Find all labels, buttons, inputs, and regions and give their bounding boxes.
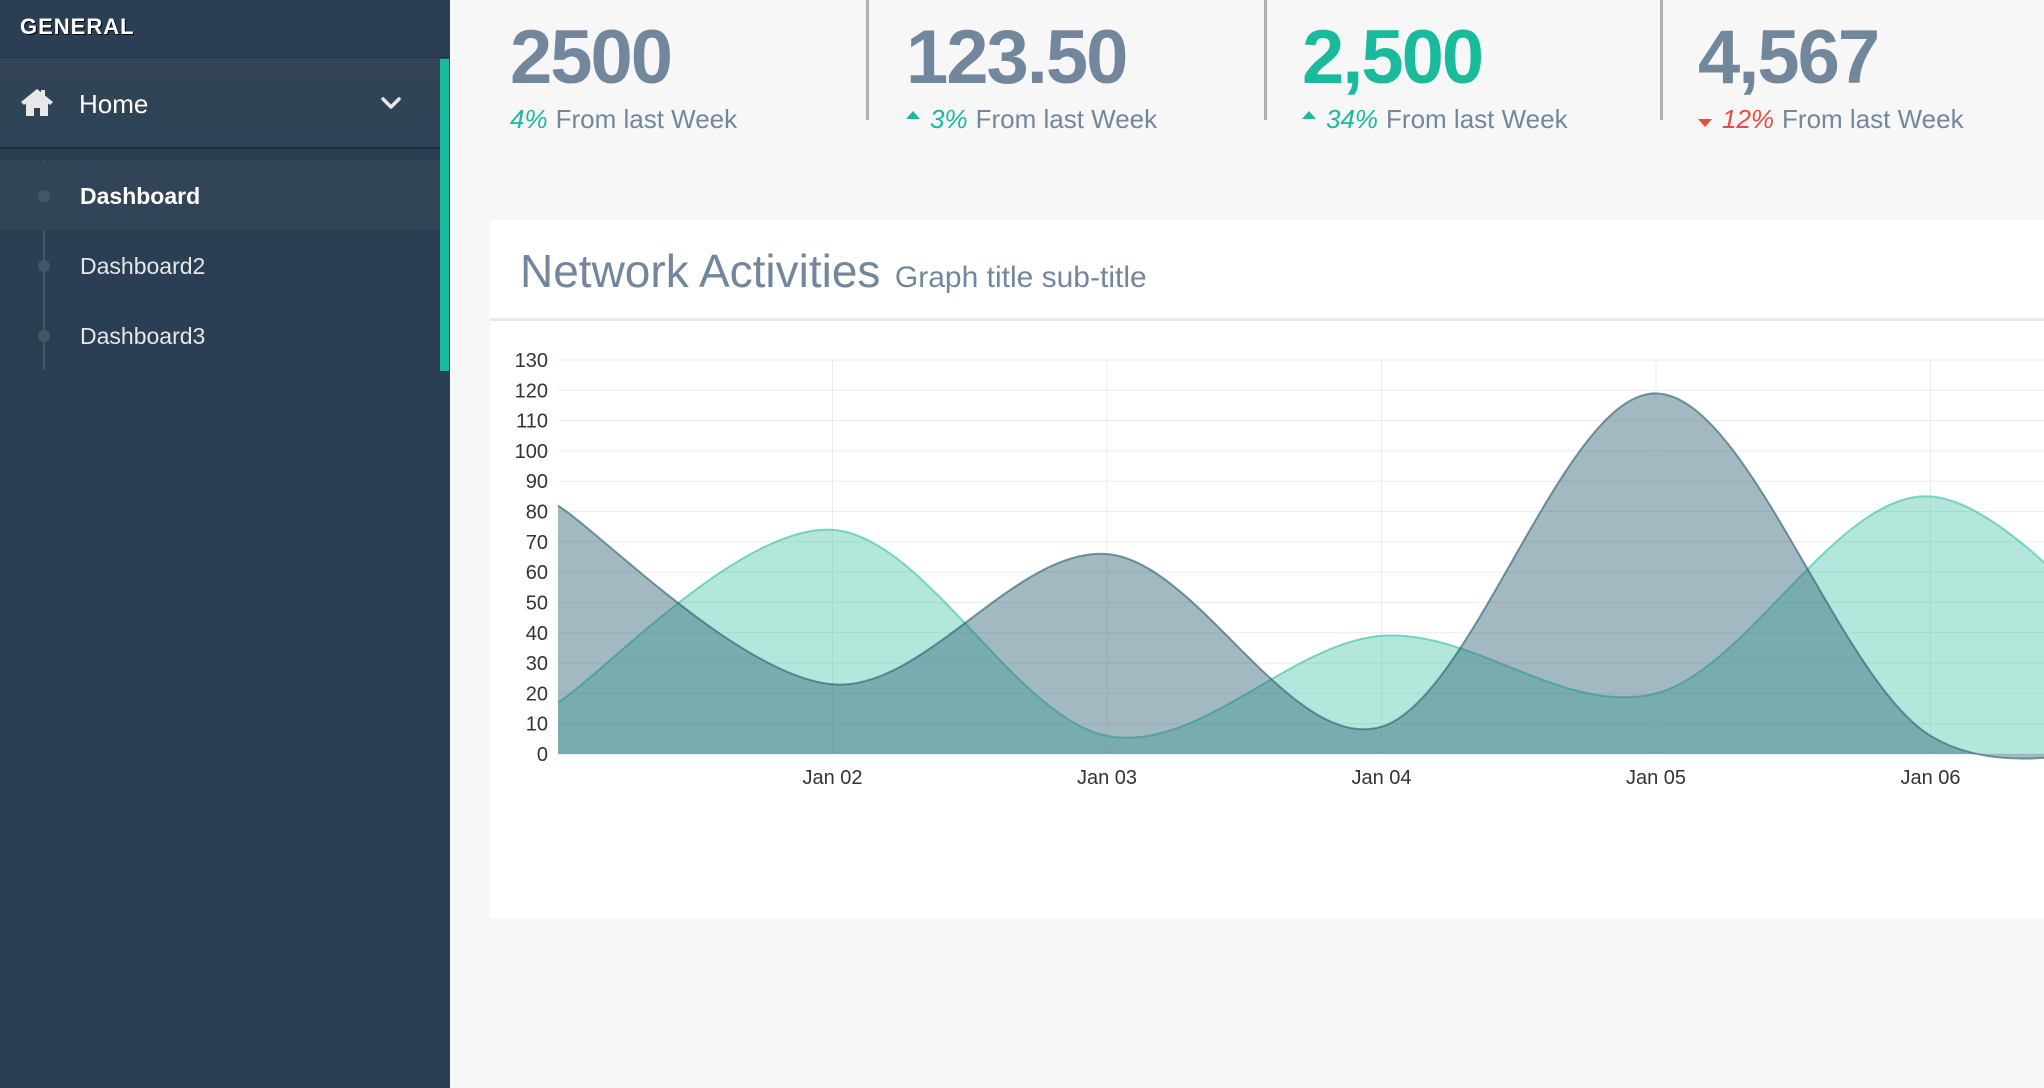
section-divider	[0, 57, 450, 59]
x-tick-label: Jan 03	[1077, 767, 1137, 789]
y-tick-label: 0	[537, 744, 548, 766]
panel-title: Network Activities Graph title sub-title	[520, 244, 1147, 298]
y-tick-label: 70	[526, 532, 548, 554]
y-tick-label: 90	[526, 471, 548, 493]
series-area-1	[558, 496, 2044, 754]
sidebar-item-label: Dashboard2	[80, 253, 206, 279]
stat-value: 4,567	[1698, 15, 1880, 100]
chevron-down-icon[interactable]	[380, 96, 402, 110]
home-icon	[21, 89, 53, 116]
series-area-2	[558, 393, 2044, 759]
x-tick-label: Jan 05	[1626, 767, 1686, 789]
y-tick-label: 80	[526, 502, 548, 524]
x-tick-label: Jan 06	[1900, 767, 1960, 789]
active-indicator	[440, 59, 449, 371]
stat-caption: From last Week	[555, 104, 738, 134]
stat-change: 3% From last Week	[906, 104, 1157, 135]
series-line-2	[557, 392, 2044, 760]
caret-up-icon	[906, 111, 920, 120]
stat-caption: From last Week	[1386, 104, 1568, 134]
stat-caption: From last Week	[1782, 104, 1964, 134]
sidebar-item-label: Home	[79, 89, 149, 119]
y-tick-label: 100	[515, 441, 548, 463]
stat-caption: From last Week	[975, 104, 1158, 134]
y-tick-label: 30	[526, 653, 548, 675]
x-tick-label: Jan 04	[1351, 767, 1411, 789]
graph-subtitle: Graph title sub-title	[894, 261, 1147, 294]
y-tick-label: 110	[516, 411, 548, 433]
section-title: GENERAL	[20, 14, 135, 39]
caret-up-icon	[1302, 111, 1316, 120]
stat-divider	[1264, 0, 1267, 120]
stat-percent: 3%	[930, 104, 968, 134]
graph-title: Network Activities	[520, 245, 881, 297]
stat-value: 123.50	[906, 15, 1128, 100]
sidebar-item-label: Dashboard3	[80, 323, 206, 349]
sidebar-item-dashboard[interactable]: Dashboard	[0, 161, 440, 230]
bullet-icon	[38, 330, 50, 342]
stat-value: 2,500	[1302, 15, 1484, 100]
y-tick-label: 130	[515, 350, 548, 372]
stat-change: 12% From last Week	[1698, 104, 1964, 135]
stat-change: 34% From last Week	[1302, 104, 1568, 135]
y-tick-label: 120	[515, 380, 548, 402]
x-tick-label: Jan 02	[802, 767, 862, 789]
sidebar: GENERAL Home Dashboard Dashboard2 Dashbo…	[0, 0, 450, 1088]
y-tick-label: 10	[526, 714, 548, 736]
series-line-1	[557, 495, 2044, 739]
sidebar-item-dashboard2[interactable]: Dashboard2	[0, 231, 440, 300]
stat-percent: 12%	[1722, 104, 1775, 134]
bullet-icon	[38, 260, 50, 272]
y-tick-label: 20	[526, 683, 548, 705]
stat-divider	[1660, 0, 1663, 120]
sidebar-item-dashboard3[interactable]: Dashboard3	[0, 301, 440, 370]
sidebar-item-home[interactable]: Home	[0, 59, 450, 149]
stat-change: 4% From last Week	[510, 104, 737, 135]
caret-down-icon	[1698, 119, 1712, 128]
stat-percent: 34%	[1326, 104, 1379, 134]
network-activities-panel: Network Activities Graph title sub-title…	[490, 220, 2044, 918]
stat-percent: 4%	[510, 104, 548, 134]
bullet-icon	[38, 190, 50, 202]
stat-value: 2500	[510, 15, 673, 100]
y-tick-label: 50	[526, 592, 548, 614]
stat-divider	[866, 0, 869, 120]
panel-divider	[490, 318, 2044, 321]
network-chart[interactable]: 0 10 20 30 40 50 60 70 80 90 100 110 120 130 Jan 02 Jan…	[490, 330, 2044, 890]
y-tick-label: 40	[526, 623, 548, 645]
sidebar-item-label: Dashboard	[80, 183, 201, 209]
y-tick-label: 60	[526, 562, 548, 584]
